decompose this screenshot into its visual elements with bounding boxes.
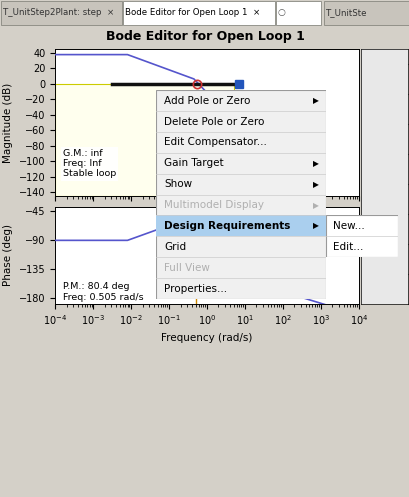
- Text: ▶: ▶: [312, 159, 318, 168]
- Text: Show: Show: [164, 179, 192, 189]
- Text: New...: New...: [332, 221, 364, 231]
- Text: Full View: Full View: [164, 263, 210, 273]
- Text: Bode Editor for Open Loop 1  ×: Bode Editor for Open Loop 1 ×: [125, 8, 260, 17]
- Text: Multimodel Display: Multimodel Display: [164, 200, 264, 210]
- Text: Delete Pole or Zero: Delete Pole or Zero: [164, 117, 264, 127]
- Text: Properties...: Properties...: [164, 284, 227, 294]
- Bar: [1, 1, 121, 24]
- Text: Edit Compensator...: Edit Compensator...: [164, 138, 267, 148]
- Text: ▶: ▶: [312, 222, 318, 231]
- Bar: [155, 216, 325, 237]
- Text: Gain Target: Gain Target: [164, 159, 223, 168]
- Text: G.M.: inf
Freq: Inf
Stable loop: G.M.: inf Freq: Inf Stable loop: [63, 149, 116, 178]
- Y-axis label: Phase (deg): Phase (deg): [3, 224, 13, 286]
- Text: ○: ○: [277, 8, 285, 17]
- Bar: [275, 1, 320, 24]
- Text: Grid: Grid: [164, 242, 186, 252]
- Text: Design Requirements: Design Requirements: [164, 221, 290, 231]
- Text: P.M.: 80.4 deg
Freq: 0.505 rad/s: P.M.: 80.4 deg Freq: 0.505 rad/s: [63, 282, 143, 302]
- X-axis label: Frequency (rad/s): Frequency (rad/s): [161, 333, 252, 343]
- Text: Add Pole or Zero: Add Pole or Zero: [164, 96, 250, 106]
- Text: T_UnitStep2Plant: step  ×: T_UnitStep2Plant: step ×: [3, 8, 114, 17]
- Y-axis label: Magnitude (dB): Magnitude (dB): [3, 83, 13, 163]
- Bar: [123, 1, 274, 24]
- Text: ▶: ▶: [312, 201, 318, 210]
- Text: ▶: ▶: [312, 96, 318, 105]
- Text: Bode Editor for Open Loop 1: Bode Editor for Open Loop 1: [105, 30, 304, 43]
- Bar: [323, 1, 408, 24]
- Text: ▶: ▶: [312, 180, 318, 189]
- Text: T_UnitSte: T_UnitSte: [325, 8, 366, 17]
- Bar: [55, 84, 233, 196]
- Text: Edit...: Edit...: [332, 242, 363, 252]
